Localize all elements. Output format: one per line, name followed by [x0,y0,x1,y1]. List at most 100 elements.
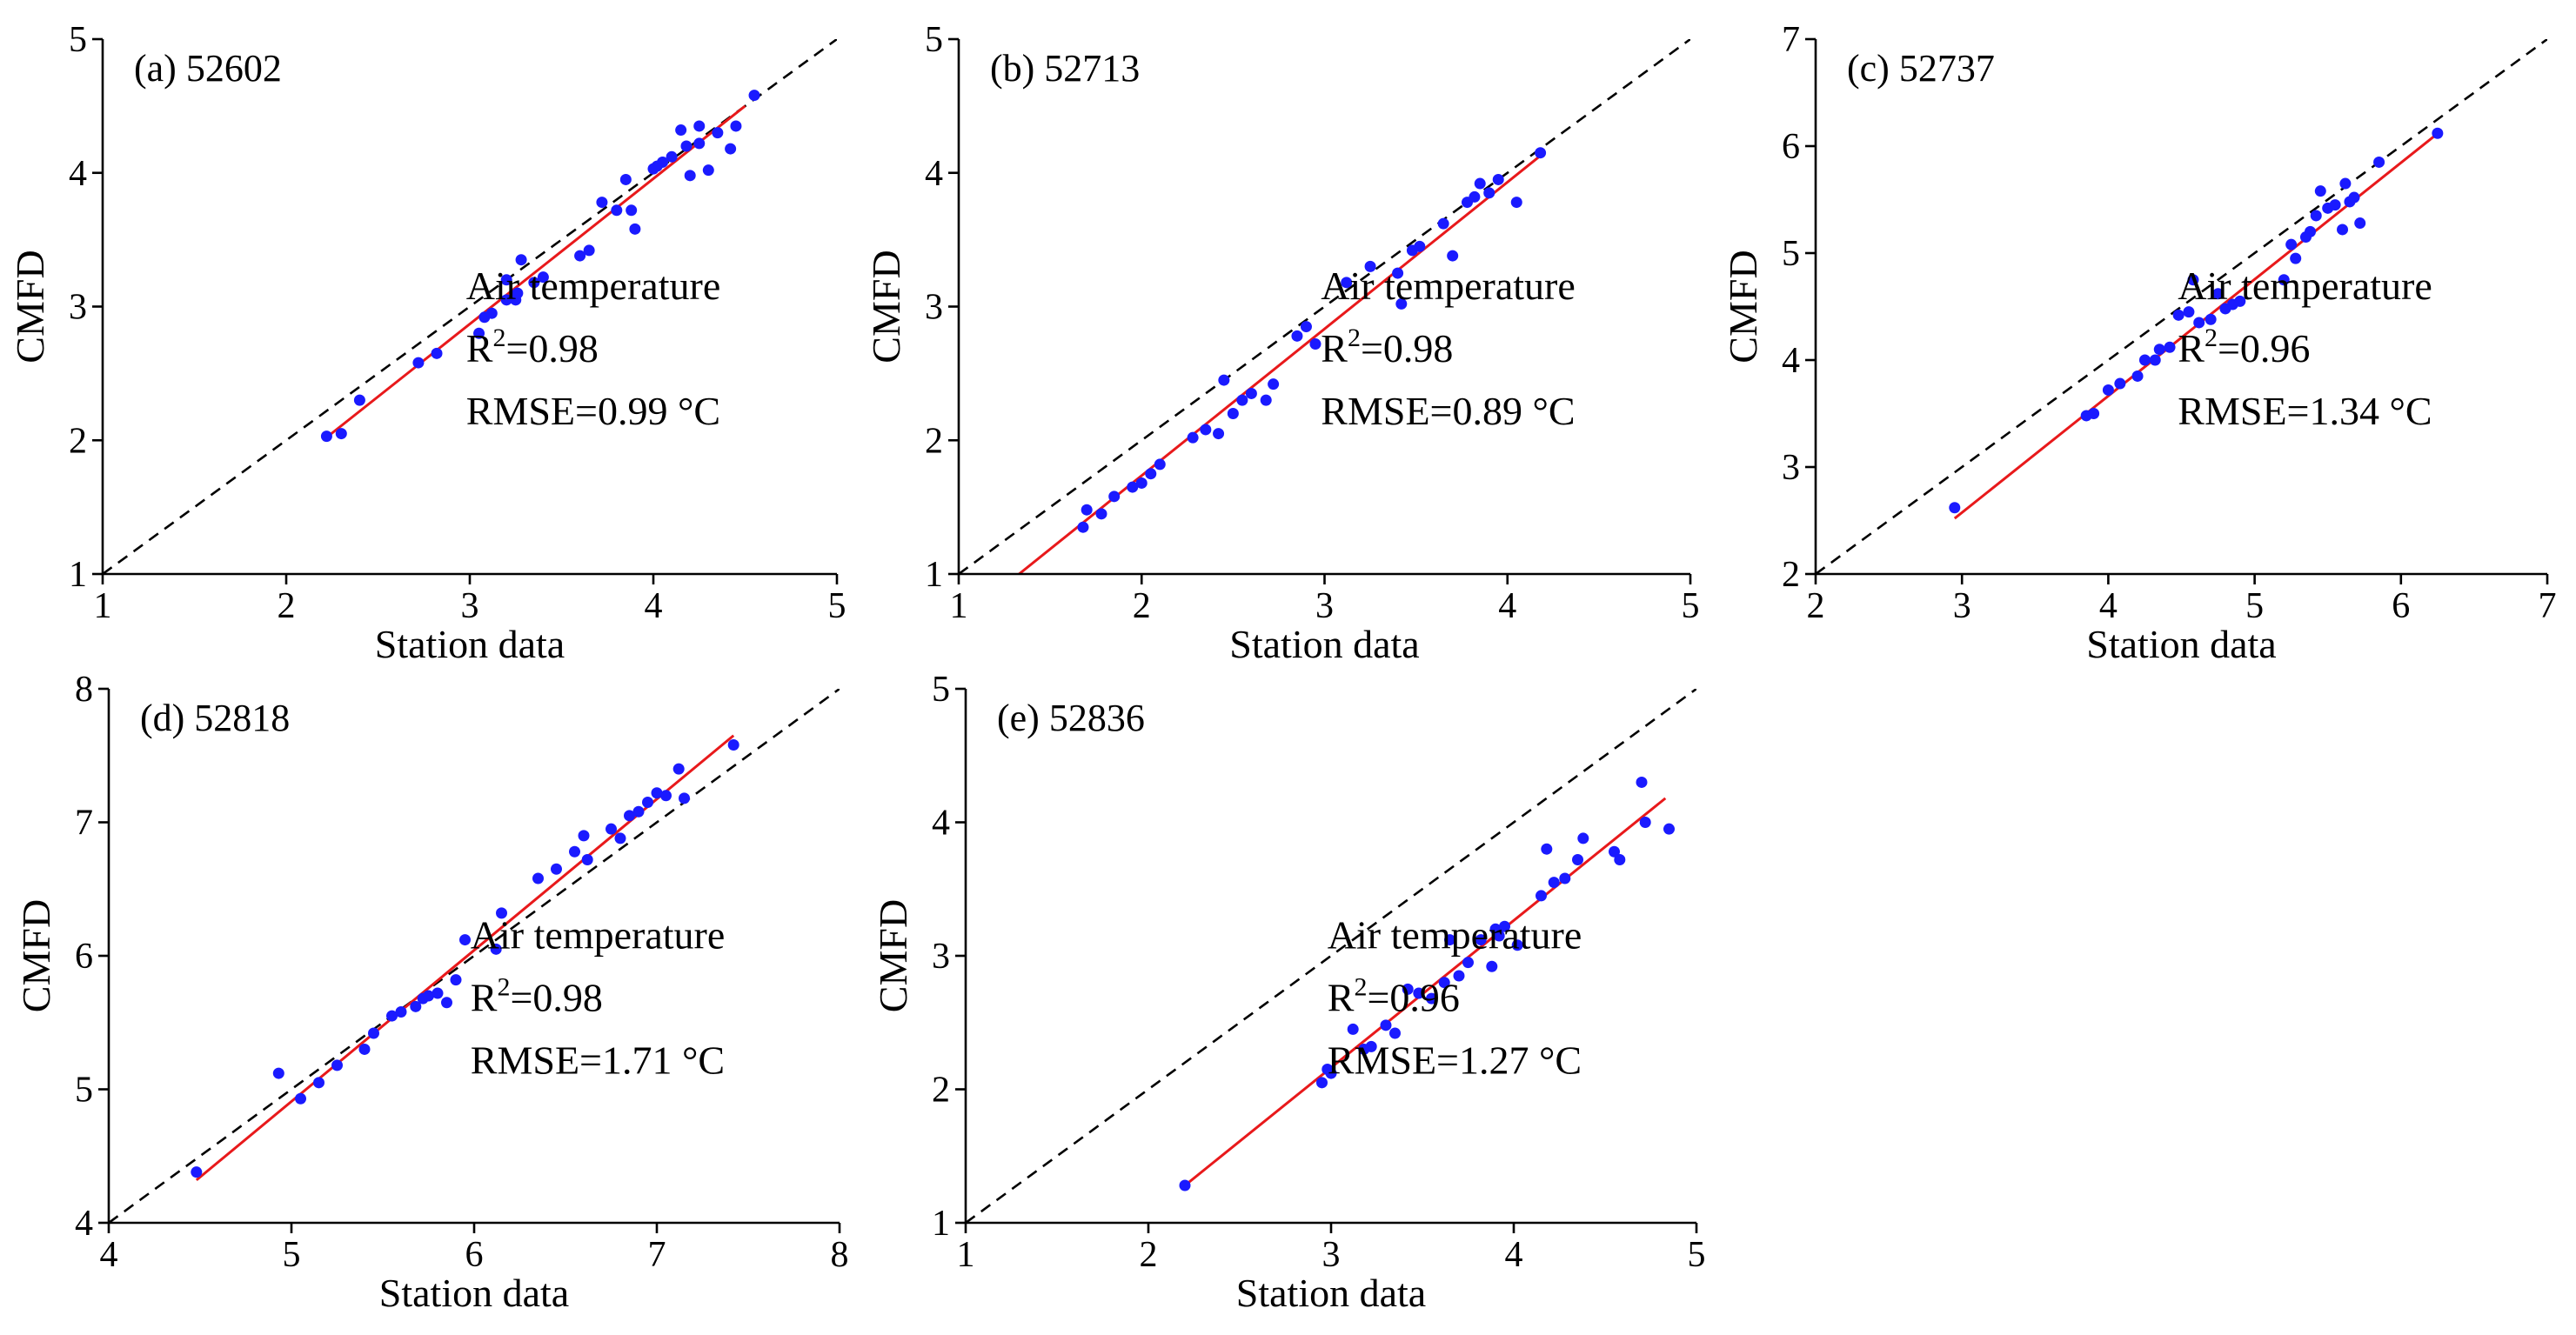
data-point [693,120,706,132]
y-tick-label: 2 [1782,555,1800,595]
data-point [596,197,608,209]
y-tick-label: 1 [932,1204,950,1244]
data-point [2138,354,2151,366]
data-point [331,1059,343,1071]
data-point [1236,394,1248,406]
data-point [1218,374,1230,386]
data-point [684,170,696,182]
annotation-rmse: RMSE=0.89 °C [1321,389,1575,433]
y-tick-label: 3 [1782,448,1800,488]
data-point [2329,199,2341,211]
x-tick-label: 7 [2539,586,2557,626]
x-axis-title: Station data [375,622,565,666]
data-point [1213,428,1225,440]
data-point [295,1092,306,1105]
data-point [2172,309,2185,321]
data-point [1486,960,1498,972]
data-point [1636,776,1648,788]
data-point [2131,370,2144,382]
data-point [1548,877,1560,889]
y-tick-label: 2 [932,1071,950,1111]
data-point [490,943,502,955]
data-point [2314,185,2326,197]
x-axis-title: Station data [1229,622,1419,666]
data-point [2348,191,2360,204]
data-point [712,127,724,139]
data-point [2149,354,2161,366]
x-tick-label: 5 [828,586,846,626]
data-point [1395,297,1408,310]
x-tick-label: 5 [1682,586,1700,626]
data-point [1127,481,1139,493]
data-point [1187,431,1199,444]
y-tick-label: 8 [75,670,93,710]
data-point [702,164,714,177]
data-point [1309,338,1321,350]
data-point [2373,156,2385,168]
x-tick-label: 6 [465,1235,484,1275]
data-point [1081,504,1093,516]
data-point [1414,240,1426,252]
data-point [432,987,444,999]
data-point [1260,394,1272,406]
data-point [730,120,742,132]
panel-label: (b) 52713 [990,47,1140,90]
data-point [574,250,586,262]
data-point [1300,321,1312,333]
x-tick-label: 4 [100,1235,118,1275]
data-point [459,934,471,946]
data-point [1200,424,1212,436]
r2-letter: R [1321,326,1348,370]
y-tick-label: 2 [69,421,87,461]
x-tick-label: 1 [950,586,968,626]
data-point [693,137,706,150]
x-tick-label: 5 [283,1235,301,1275]
data-point [680,140,693,152]
data-point [629,223,641,235]
data-point [657,156,669,168]
annotation-rmse: RMSE=1.71 °C [471,1038,725,1083]
x-tick-label: 5 [2245,586,2264,626]
r2-letter: R [466,326,493,370]
data-point [1511,939,1523,951]
data-point [1510,197,1522,209]
data-point [2310,210,2322,222]
x-tick-label: 4 [1505,1235,1523,1275]
data-point [386,1010,398,1022]
x-tick-label: 1 [94,586,112,626]
x-tick-label: 4 [2099,586,2118,626]
data-point [1077,521,1089,533]
data-point [2164,341,2176,353]
r2-value: =0.98 [505,326,598,370]
x-axis-title: Station data [379,1271,569,1315]
data-point [1154,458,1166,471]
annotation-variable: Air temperature [466,264,720,308]
x-tick-label: 8 [831,1235,849,1275]
y-tick-label: 6 [75,937,93,977]
y-tick-label: 5 [925,20,943,60]
r2-superscript: 2 [492,324,505,352]
identity-line [959,39,1690,574]
data-point [675,124,687,137]
y-tick-label: 1 [925,555,943,595]
data-point [368,1027,379,1039]
data-point [660,790,672,802]
y-tick-label: 3 [925,288,943,328]
data-point [410,1000,422,1012]
data-point [2354,217,2366,230]
data-point [1380,1019,1392,1031]
data-point [2234,295,2246,307]
data-point [1108,491,1121,503]
y-tick-label: 2 [925,421,943,461]
y-axis-title: CMFD [8,250,52,363]
r2-letter: R [2178,326,2205,370]
y-axis-title: CMFD [871,899,915,1012]
identity-line [966,689,1696,1223]
data-point [1145,468,1157,480]
data-point [2290,252,2302,264]
panel-1: 1 2 3 4 5 1 2 3 4 5 Station data CMFD (a) 52602 Air t… [8,20,846,666]
data-point [1949,502,1961,514]
data-point [1245,387,1257,399]
data-point [727,738,739,751]
